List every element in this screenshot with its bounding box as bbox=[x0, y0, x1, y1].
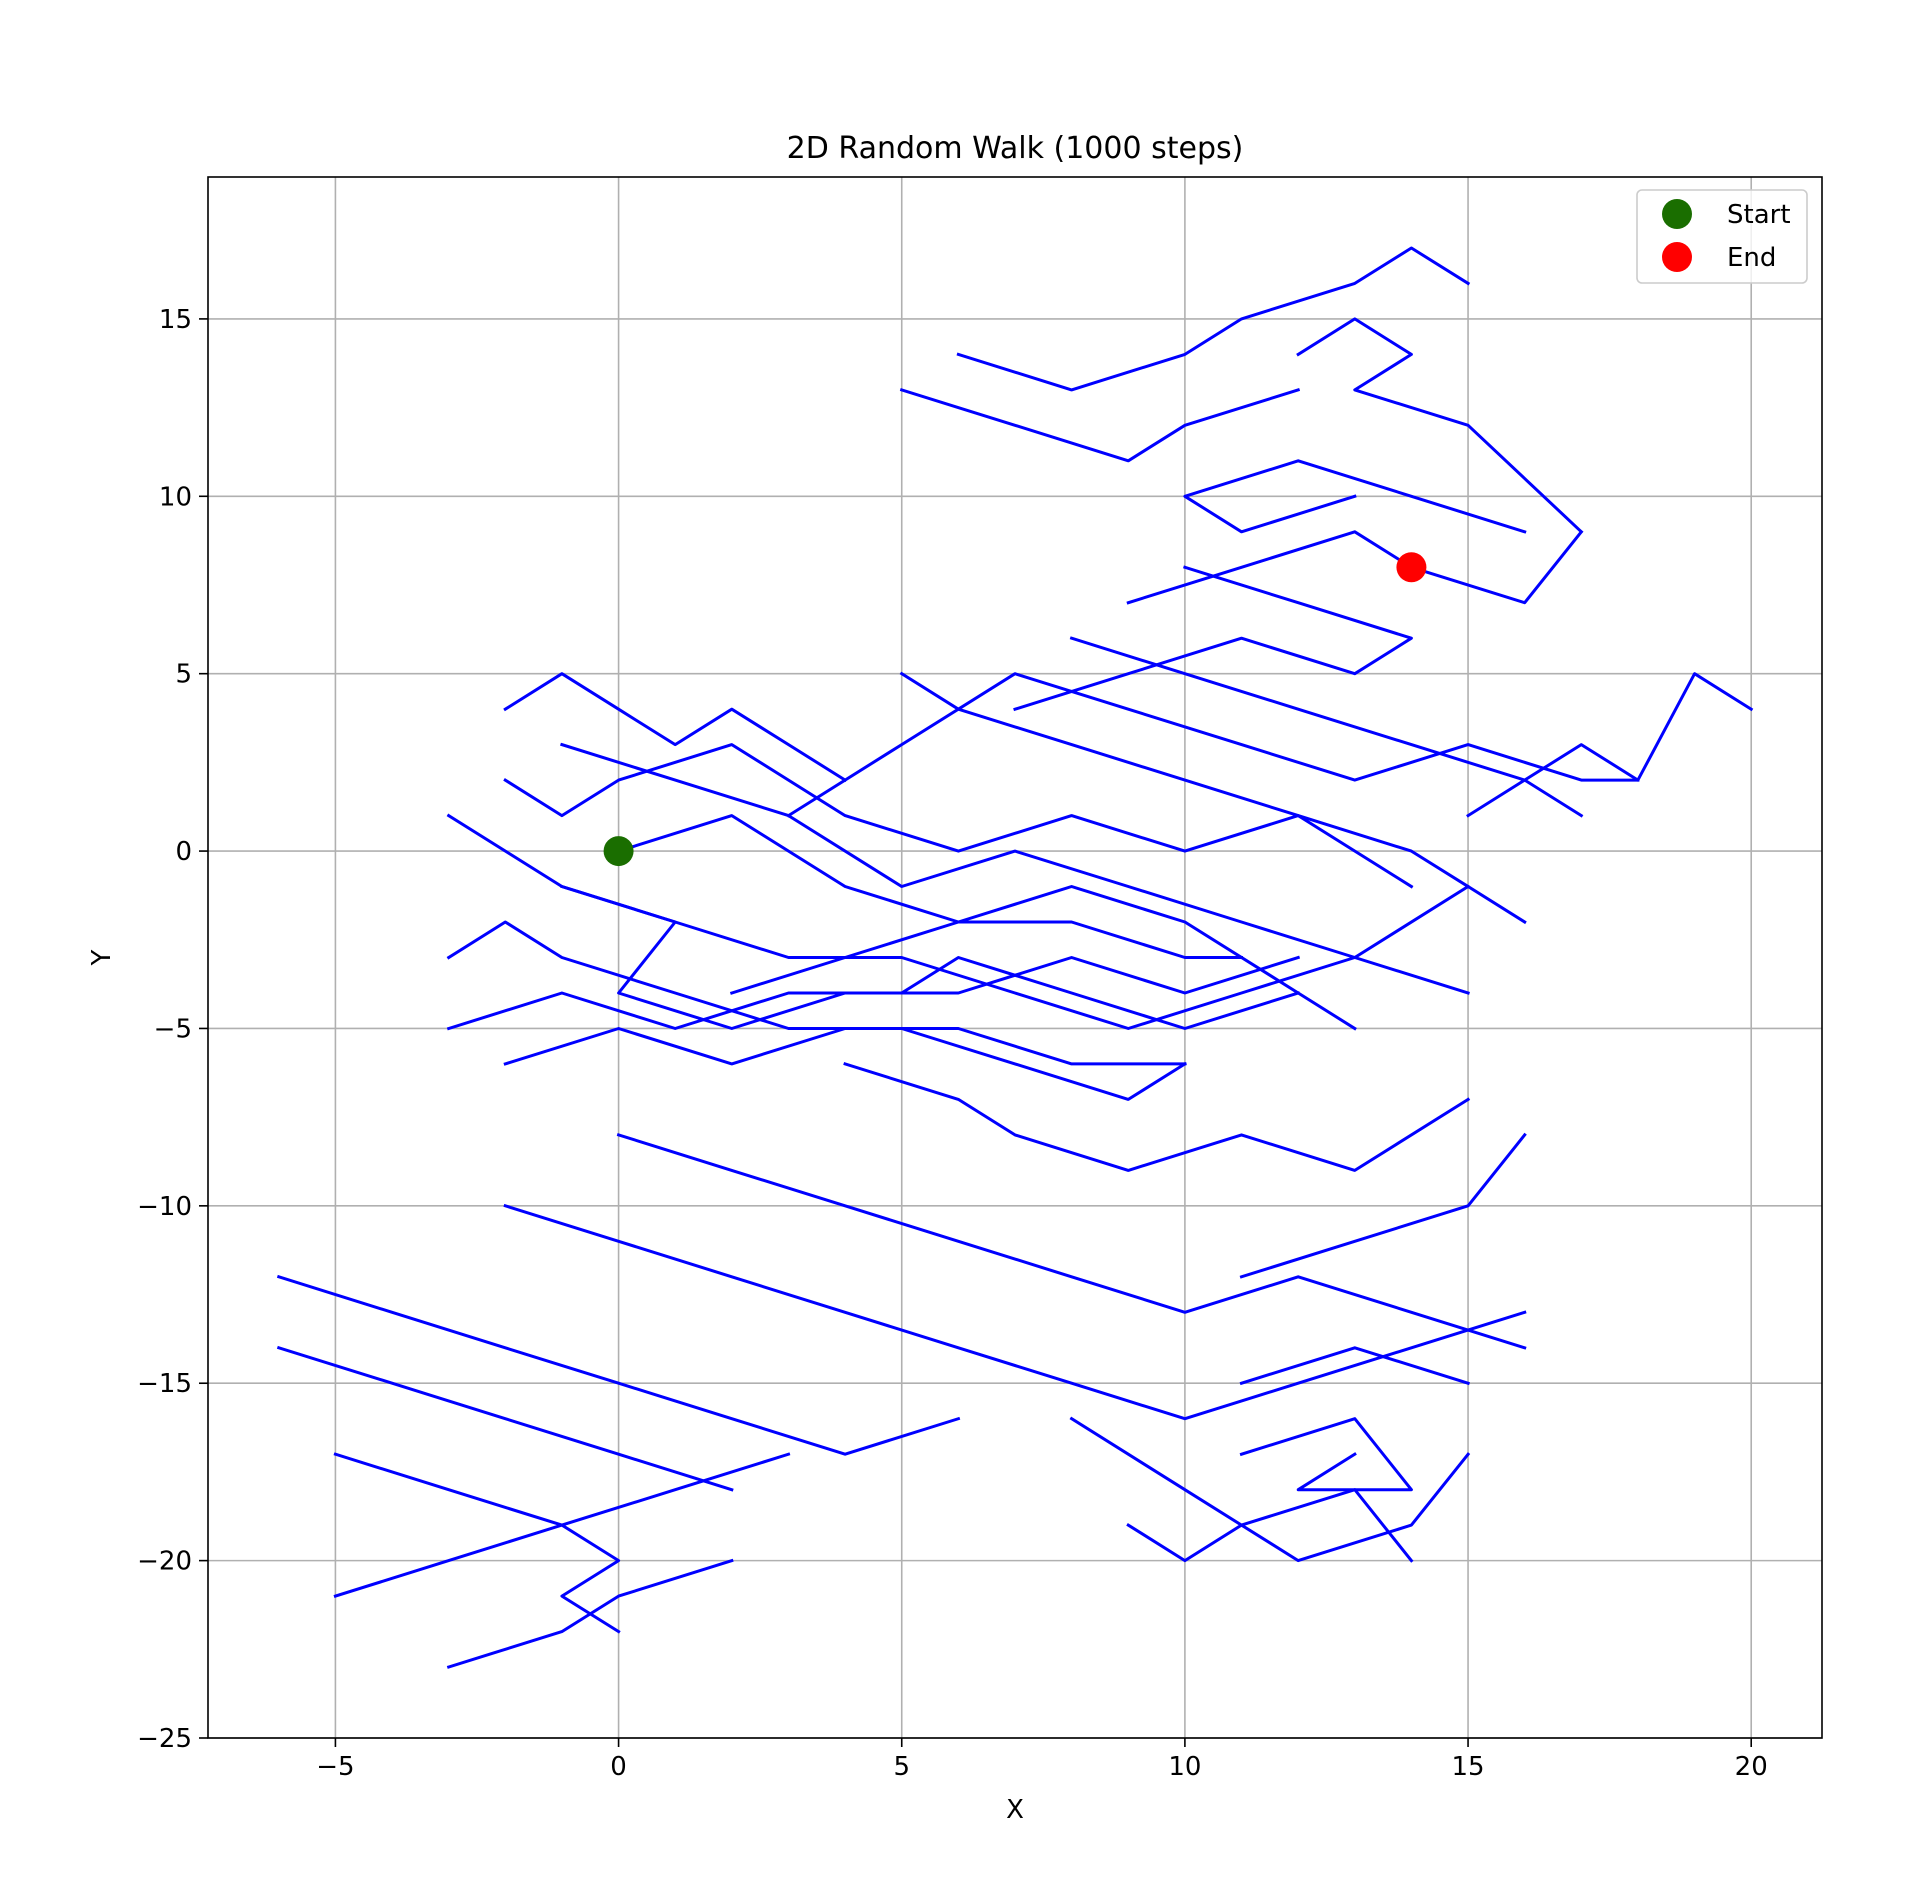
y-tick-label: −15 bbox=[137, 1369, 192, 1399]
start-legend-marker bbox=[1662, 199, 1692, 229]
walk-path-segment bbox=[1239, 1346, 1470, 1386]
walk-path-segment bbox=[956, 246, 1471, 392]
y-tick-label: 15 bbox=[159, 305, 192, 335]
walk-path-segment bbox=[333, 1523, 621, 1634]
y-tick-label: −20 bbox=[137, 1547, 192, 1577]
start-legend-label: Start bbox=[1727, 200, 1791, 230]
walk-path-segment bbox=[503, 672, 848, 783]
start-marker bbox=[603, 836, 634, 867]
walk-path-segment bbox=[1069, 636, 1584, 818]
y-axis-label: Y bbox=[87, 949, 117, 966]
walk-path-segment bbox=[1466, 672, 1754, 818]
x-tick-label: 20 bbox=[1735, 1752, 1768, 1782]
x-tick-label: −5 bbox=[316, 1752, 354, 1782]
y-tick-label: −25 bbox=[137, 1724, 192, 1754]
x-tick-label: 5 bbox=[893, 1752, 910, 1782]
y-tick-label: 5 bbox=[175, 660, 192, 690]
walk-path-segment bbox=[1126, 529, 1584, 605]
walk-path-segment bbox=[276, 1274, 961, 1456]
walk-path-segment bbox=[843, 1062, 1471, 1172]
x-tick-label: 10 bbox=[1168, 1752, 1201, 1782]
walk-path-segment bbox=[1126, 1488, 1414, 1563]
walk-path-segment bbox=[899, 671, 1414, 889]
plot-area bbox=[276, 246, 1754, 1669]
walk-path-segment bbox=[560, 742, 1470, 995]
walk-path-segment bbox=[899, 388, 1301, 463]
axes-frame bbox=[207, 176, 1823, 1739]
end-marker bbox=[1396, 552, 1427, 583]
y-tick-label: 10 bbox=[159, 482, 192, 512]
x-tick-label: 15 bbox=[1452, 1752, 1485, 1782]
walk-path-segment bbox=[560, 884, 1527, 1030]
end-legend-label: End bbox=[1727, 243, 1776, 273]
walk-path-segment bbox=[1183, 459, 1527, 534]
walk-path-segment bbox=[1013, 565, 1413, 712]
walk-path-segment bbox=[1296, 317, 1584, 534]
x-tick-label: 0 bbox=[610, 1752, 627, 1782]
walk-path-segment bbox=[503, 1027, 1187, 1066]
walk-path-segment bbox=[616, 1133, 1527, 1350]
end-legend-marker bbox=[1662, 242, 1692, 272]
walk-path-segment bbox=[503, 1203, 1527, 1421]
y-tick-label: −10 bbox=[137, 1192, 192, 1222]
axis-ticks: −5 0 5 10 15 20 −25 −20 −15 −10 −5 0 5 10 15 bbox=[137, 305, 1768, 1782]
walk-path-segment bbox=[276, 1345, 734, 1492]
walk-path-segment bbox=[446, 1558, 734, 1669]
walk-path-segment bbox=[503, 743, 1471, 889]
walk-path-segment bbox=[446, 813, 1301, 1030]
legend: Start End bbox=[1636, 189, 1808, 284]
walk-path-segment bbox=[1239, 1417, 1413, 1492]
walk-path-segment bbox=[446, 956, 1301, 1031]
walk-path-segment bbox=[729, 920, 1243, 995]
walk-path-segment bbox=[446, 920, 1187, 1101]
x-axis-label: X bbox=[1006, 1795, 1024, 1825]
walk-path-segment bbox=[1069, 1416, 1471, 1563]
chart-title: 2D Random Walk (1000 steps) bbox=[787, 131, 1244, 166]
y-tick-label: 0 bbox=[175, 837, 192, 867]
walk-path-segment bbox=[1239, 1132, 1527, 1279]
y-tick-label: −5 bbox=[154, 1014, 192, 1044]
